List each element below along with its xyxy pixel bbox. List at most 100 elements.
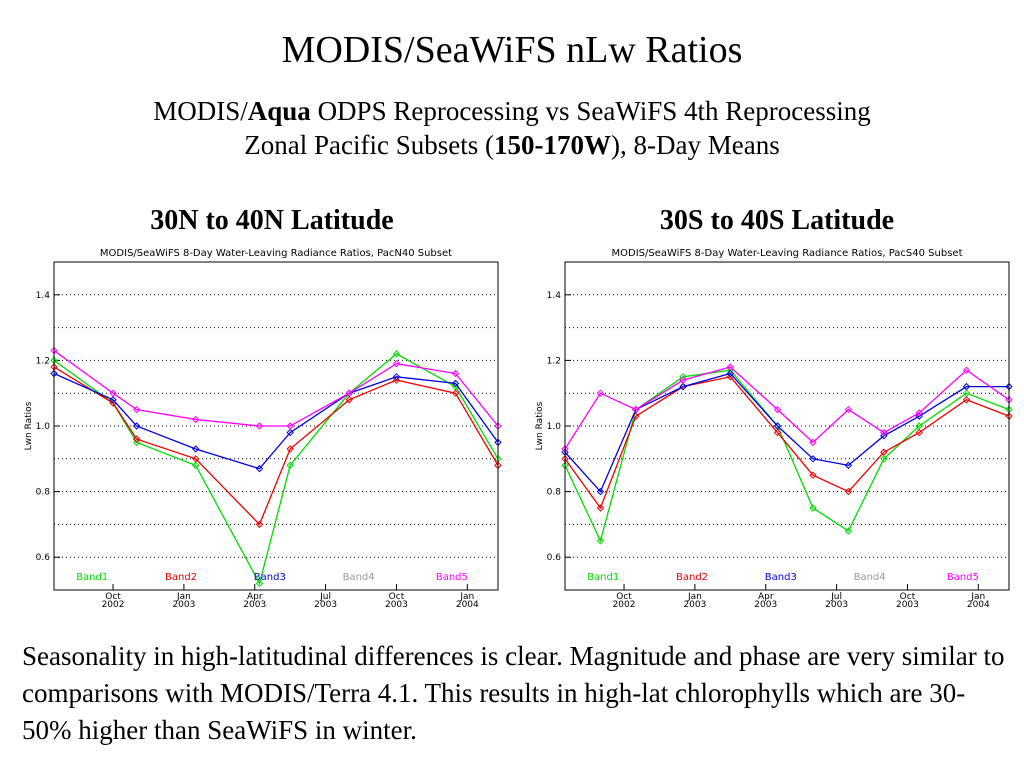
x-tick-year: 2004 xyxy=(967,600,990,608)
data-point xyxy=(596,389,605,397)
subtitle-text: ODPS Reprocessing vs SeaWiFS 4th Reproce… xyxy=(310,96,871,126)
legend-entry: Band1 xyxy=(587,572,619,583)
x-tick-month: Jan xyxy=(970,592,985,602)
data-point xyxy=(962,366,971,374)
x-tick-year: 2003 xyxy=(385,600,408,608)
data-point xyxy=(844,527,853,535)
data-point xyxy=(726,369,735,378)
legend-entry: Band5 xyxy=(947,572,979,583)
legend-entry: Band5 xyxy=(436,572,468,583)
subtitle-text: MODIS/ xyxy=(153,96,248,126)
legend-entry: Band1 xyxy=(76,572,108,583)
data-point xyxy=(915,428,923,437)
y-axis-label: Lwn Ratios xyxy=(535,401,545,450)
chart-title: MODIS/SeaWiFS 8-Day Water-Leaving Radian… xyxy=(100,248,452,259)
y-tick-label: 1.0 xyxy=(36,422,51,432)
x-tick-month: Jan xyxy=(687,592,702,602)
series-line-band1 xyxy=(564,369,1010,543)
data-point xyxy=(345,396,353,404)
x-tick-month: Oct xyxy=(389,592,405,602)
data-point xyxy=(109,396,117,404)
data-point xyxy=(844,487,853,496)
data-point xyxy=(451,369,460,378)
y-tick-label: 0.6 xyxy=(36,553,51,563)
x-tick-month: Jul xyxy=(319,592,331,602)
data-point xyxy=(255,579,264,588)
data-point xyxy=(880,428,888,437)
series-line-band2 xyxy=(564,376,1010,510)
data-point xyxy=(809,504,817,512)
panel-heading-south: 30S to 40S Latitude xyxy=(659,205,895,236)
subtitle-text: ), 8-Day Means xyxy=(611,130,780,160)
y-tick-label: 0.8 xyxy=(547,488,562,498)
x-tick-month: Jul xyxy=(830,592,842,602)
data-point xyxy=(809,471,817,479)
x-tick-month: Jan xyxy=(459,592,474,602)
x-tick-month: Apr xyxy=(758,592,774,602)
x-tick-year: 2004 xyxy=(456,600,479,608)
data-point xyxy=(392,350,401,358)
data-point xyxy=(844,461,853,470)
series-line-band1 xyxy=(53,353,499,586)
data-point xyxy=(726,363,735,371)
data-point xyxy=(844,405,853,414)
legend-entry: Band4 xyxy=(854,572,886,583)
page-subtitle: MODIS/Aqua ODPS Reprocessing vs SeaWiFS … xyxy=(0,94,1024,162)
data-point xyxy=(286,428,294,437)
data-point xyxy=(962,396,971,404)
data-point xyxy=(679,382,687,391)
data-point xyxy=(962,382,971,391)
y-tick-label: 1.0 xyxy=(547,422,562,432)
data-point xyxy=(286,422,294,430)
x-tick-year: 2003 xyxy=(172,600,195,608)
data-point xyxy=(880,448,888,456)
x-tick-month: Oct xyxy=(105,592,121,602)
series-line-band3 xyxy=(564,372,1009,493)
caption-text: Seasonality in high-latitudinal differen… xyxy=(22,641,1005,745)
data-point xyxy=(596,487,605,496)
x-tick-year: 2002 xyxy=(102,600,125,608)
data-point xyxy=(345,389,353,397)
chart-title: MODIS/SeaWiFS 8-Day Water-Leaving Radian… xyxy=(612,248,963,259)
x-tick-year: 2003 xyxy=(243,600,266,608)
data-point xyxy=(880,432,888,440)
data-point xyxy=(773,422,782,430)
x-tick-month: Jan xyxy=(176,592,191,602)
data-point xyxy=(255,422,264,430)
subtitle-line-1: MODIS/Aqua ODPS Reprocessing vs SeaWiFS … xyxy=(0,94,1024,128)
data-point xyxy=(191,445,200,453)
data-point xyxy=(915,412,923,420)
data-point xyxy=(109,389,117,397)
series-line-band5 xyxy=(564,366,1010,450)
data-point xyxy=(132,405,141,414)
data-point xyxy=(809,455,817,463)
x-tick-month: Oct xyxy=(616,592,632,602)
data-point xyxy=(632,405,640,414)
chart-north: MODIS/SeaWiFS 8-Day Water-Leaving Radian… xyxy=(24,248,502,608)
data-point xyxy=(191,461,200,470)
chart-south: MODIS/SeaWiFS 8-Day Water-Leaving Radian… xyxy=(535,248,1013,608)
data-point xyxy=(286,445,294,453)
series-line-band3 xyxy=(53,372,499,470)
subtitle-text: Zonal Pacific Subsets ( xyxy=(244,130,494,160)
series-line-band5 xyxy=(53,350,499,427)
x-tick-year: 2003 xyxy=(896,600,919,608)
x-tick-year: 2003 xyxy=(683,600,706,608)
data-point xyxy=(679,376,687,384)
data-point xyxy=(596,537,605,545)
subtitle-bold: 150-170W xyxy=(494,130,611,160)
panel-heading-north: 30N to 40N Latitude xyxy=(150,205,394,236)
data-point xyxy=(392,373,401,381)
x-tick-month: Oct xyxy=(900,592,916,602)
data-point xyxy=(880,455,888,463)
y-tick-label: 1.4 xyxy=(36,291,51,301)
y-tick-label: 0.8 xyxy=(36,488,51,498)
data-point xyxy=(773,428,782,437)
data-point xyxy=(191,455,200,463)
legend-entry: Band4 xyxy=(343,572,375,583)
y-axis-label: Lwn Ratios xyxy=(24,401,34,450)
y-tick-label: 1.4 xyxy=(547,291,562,301)
data-point xyxy=(286,461,294,470)
x-tick-year: 2002 xyxy=(613,600,636,608)
data-point xyxy=(132,435,141,443)
